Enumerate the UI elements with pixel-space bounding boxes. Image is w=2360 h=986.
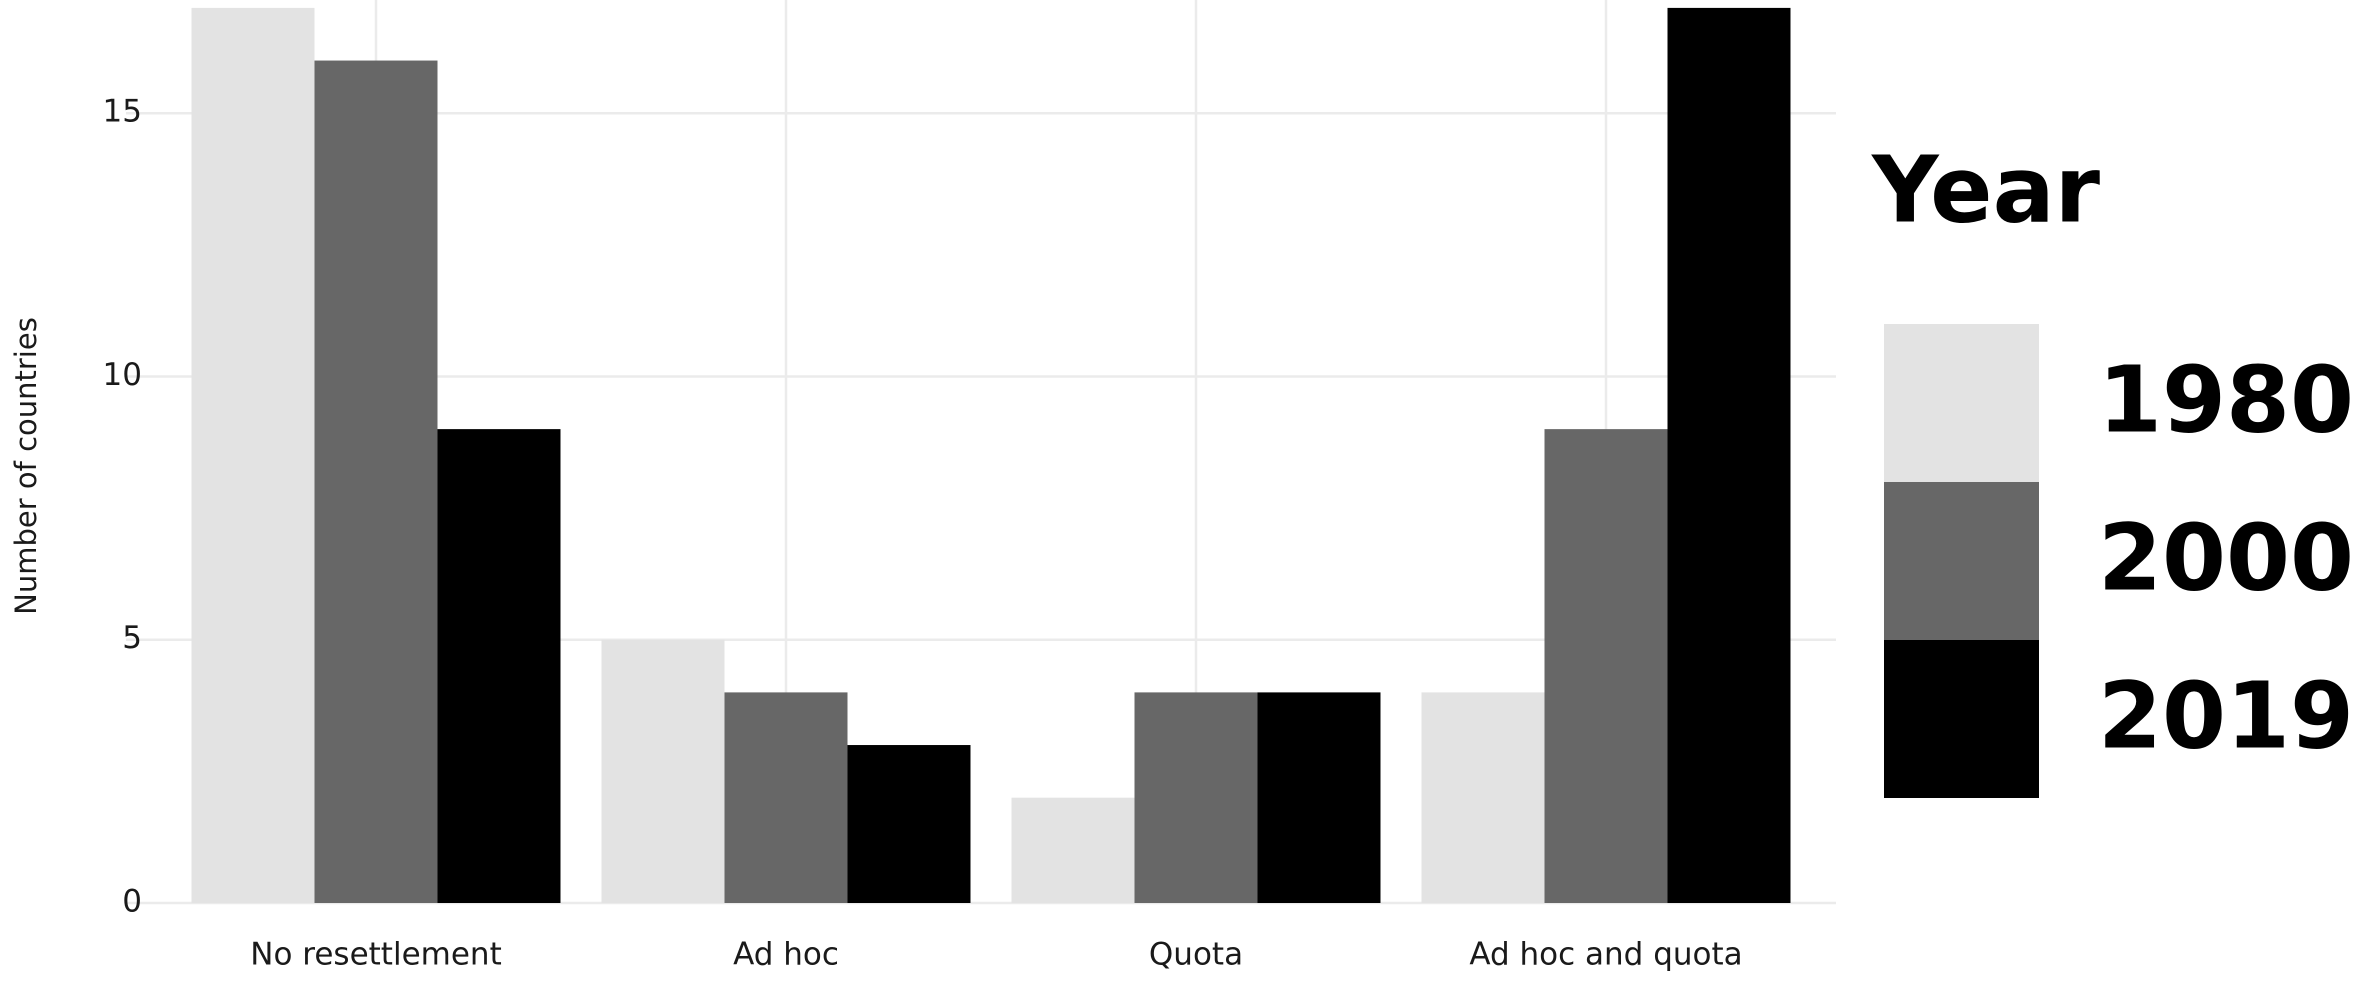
- bar: [1544, 429, 1668, 903]
- bar: [314, 60, 438, 903]
- bar: [1011, 797, 1135, 903]
- y-tick-label: 15: [103, 94, 142, 130]
- bar: [1257, 692, 1381, 903]
- bar: [191, 7, 315, 904]
- bar: [1667, 7, 1791, 904]
- x-tick-label: Quota: [1149, 937, 1243, 973]
- y-axis-title: Number of countries: [9, 317, 43, 615]
- legend-key: [1884, 324, 2039, 482]
- legend-title: Year: [1871, 136, 2101, 243]
- y-tick-label: 0: [122, 884, 142, 920]
- bar: [1421, 692, 1545, 903]
- bar: [437, 429, 561, 903]
- x-tick-label: No resettlement: [250, 937, 501, 973]
- legend-key: [1884, 482, 2039, 640]
- legend-key: [1884, 640, 2039, 798]
- legend-label: 2000: [2098, 504, 2354, 611]
- y-tick-label: 5: [122, 620, 142, 656]
- bar: [847, 745, 971, 903]
- x-tick-label: Ad hoc: [733, 937, 839, 973]
- bar: [601, 639, 725, 903]
- y-tick-label: 10: [103, 357, 142, 393]
- x-tick-label: Ad hoc and quota: [1469, 937, 1742, 973]
- bar: [724, 692, 848, 903]
- bar: [1134, 692, 1258, 903]
- legend-label: 1980: [2098, 346, 2354, 453]
- legend-label: 2019: [2098, 662, 2354, 769]
